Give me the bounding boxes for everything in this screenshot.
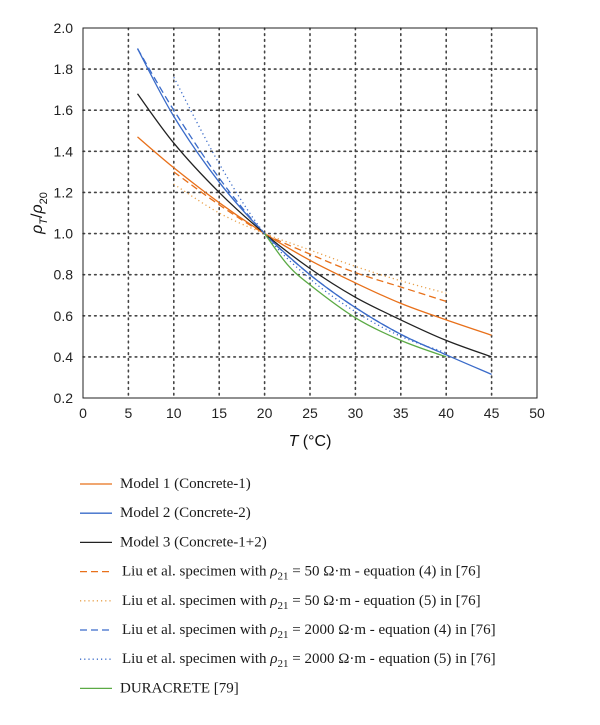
- series-line-2: [136, 48, 492, 375]
- legend-entry-3: Model 3 (Concrete-1+2): [120, 534, 267, 550]
- x-tick-label: 5: [125, 405, 133, 421]
- x-tick-label: 15: [211, 405, 227, 421]
- series-line-1: [137, 136, 492, 336]
- y-tick-label: 1.4: [54, 143, 74, 159]
- x-tick-label: 30: [348, 405, 364, 421]
- x-tick-label: 45: [484, 405, 500, 421]
- series-line-6: [136, 48, 447, 356]
- x-tick-label: 25: [302, 405, 318, 421]
- legend-entry-5: Liu et al. specimen with ρ21 = 50 Ω·m - …: [122, 593, 481, 612]
- y-tick-label: 0.6: [54, 308, 74, 324]
- y-tick-label: 0.4: [54, 349, 74, 365]
- y-tick-label: 1.8: [54, 61, 74, 77]
- legend-entry-6: Liu et al. specimen with ρ21 = 2000 Ω·m …: [122, 622, 496, 641]
- x-axis-label: T (°C): [289, 433, 332, 450]
- legend-entry-2: Model 2 (Concrete-2): [120, 505, 251, 521]
- x-tick-label: 50: [529, 405, 545, 421]
- y-axis-label: ρT/ρ20: [29, 192, 50, 235]
- legend-entry-1: Model 1 (Concrete-1): [120, 476, 251, 492]
- grid-lines: [82, 27, 538, 399]
- x-tick-label: 10: [166, 405, 182, 421]
- y-tick-label: 2.0: [54, 20, 74, 36]
- series-line-8: [264, 233, 447, 358]
- series-line-4: [173, 171, 447, 303]
- y-tick-label: 0.8: [54, 267, 74, 283]
- legend-entry-4: Liu et al. specimen with ρ21 = 50 Ω·m - …: [122, 564, 481, 583]
- y-tick-label: 1.2: [54, 184, 74, 200]
- y-tick-label: 0.2: [54, 390, 74, 406]
- y-tick-label: 1.0: [54, 226, 74, 242]
- series-lines: [136, 48, 492, 375]
- x-tick-label: 40: [438, 405, 454, 421]
- legend-entry-7: Liu et al. specimen with ρ21 = 2000 Ω·m …: [122, 651, 496, 670]
- plot-frame: [82, 27, 538, 399]
- x-tick-label: 0: [79, 405, 87, 421]
- y-tick-label: 1.6: [54, 102, 74, 118]
- series-line-7: [173, 76, 447, 354]
- x-tick-label: 35: [393, 405, 409, 421]
- series-line-3: [136, 93, 492, 358]
- legend: Model 1 (Concrete-1) Model 2 (Concrete-2)…: [80, 476, 496, 696]
- x-tick-label: 20: [257, 405, 273, 421]
- tick-labels: 0 5 10 15 20 25 30 35 40 45 50 0.2 0.4 0.6 0.8 1.0 1.2 1.…: [54, 20, 545, 421]
- series-line-5: [173, 183, 447, 294]
- legend-entry-8: DURACRETE [79]: [120, 680, 239, 696]
